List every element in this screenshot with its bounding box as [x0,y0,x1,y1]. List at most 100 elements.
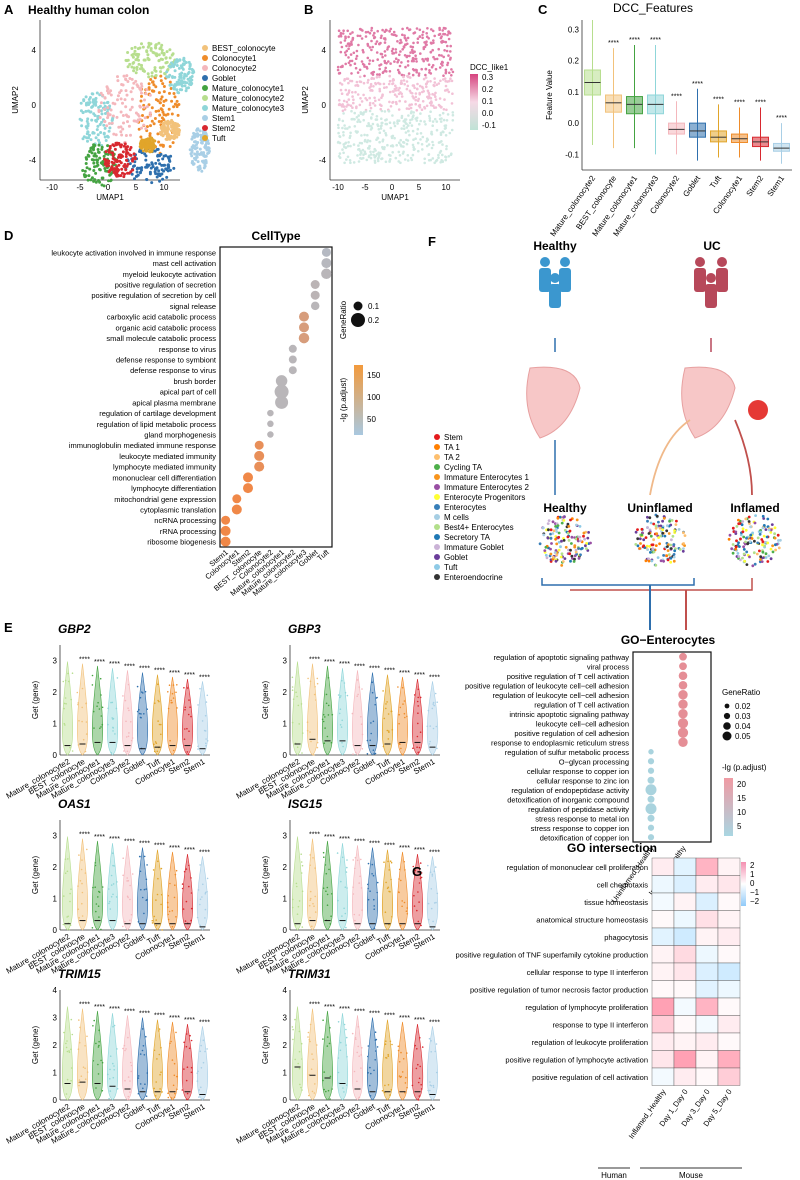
term-label: O−glycan processing [559,757,629,766]
umap-point [429,51,433,54]
jitter-point [291,721,294,724]
umap-point [361,148,365,152]
colorbar-tick: 20 [737,780,746,789]
heat-cell [695,1032,719,1051]
jitter-point [183,738,186,740]
umap-point [173,75,177,79]
umap-point [560,552,564,556]
umap-point [405,87,409,91]
jitter-point [190,919,192,922]
jitter-point [176,707,178,709]
violin [291,661,304,756]
jitter-point [157,683,159,686]
heat-cell [673,1067,697,1086]
significance-label: **** [309,832,320,839]
umap-point [342,29,345,32]
heat-cell [651,892,675,911]
umap-point [187,60,191,64]
jitter-point [343,907,345,910]
umap-point [734,545,738,549]
jitter-point [101,1089,104,1092]
violin [166,676,179,756]
umap-point [423,107,427,110]
umap-point [200,151,203,155]
jitter-point [354,1037,357,1039]
umap-point [135,170,139,174]
jitter-point [146,864,148,866]
umap-point [369,153,373,156]
jitter-point [136,685,139,688]
jitter-point [376,1046,379,1048]
significance-label: **** [199,1019,210,1026]
umap-point [355,116,359,119]
dot [243,483,253,494]
jitter-point [291,906,294,909]
umap-point [152,51,156,55]
jitter-point [78,917,80,919]
umap-point [167,127,170,131]
umap-point [347,47,350,51]
violin [121,670,134,756]
umap-point [145,178,149,181]
umap-point [549,552,553,556]
umap-point [403,82,407,86]
umap-point [433,81,437,84]
significance-label: **** [692,81,703,88]
jitter-point [387,713,390,715]
jitter-point [199,924,201,927]
violin [166,851,179,931]
jitter-point [109,1090,112,1092]
jitter-point [67,672,69,675]
significance-label: **** [154,1013,165,1020]
heat-cell [651,1015,675,1034]
umap-point [173,63,177,66]
umap-point [80,124,84,128]
umap-point [368,109,372,113]
jitter-point [316,677,319,680]
umap-point [654,526,658,530]
colorbar-tick: 10 [737,808,746,817]
violin [151,849,164,931]
jitter-point [322,713,325,716]
jitter-point [352,753,354,755]
jitter-point [352,744,355,746]
jitter-point [170,699,172,702]
jitter-point [153,743,155,746]
term-label: myeloid leukocyte activation [123,270,216,279]
umap-point [657,520,660,524]
umap-point [399,38,402,42]
jitter-point [360,887,363,889]
row-label: positive regulation of tumor necrosis fa… [470,985,648,994]
umap-point [373,36,377,39]
umap-point [427,63,431,66]
umap-point [682,531,685,535]
umap-point [196,160,200,164]
y-tick-label: 3 [53,1014,58,1023]
umap-point [417,74,421,77]
x-axis-label: UMAP1 [381,193,409,202]
umap-point [759,530,763,534]
jitter-point [414,869,417,872]
jitter-point [385,1040,387,1042]
jitter-point [417,920,420,923]
umap-point [125,59,129,63]
umap-point [156,153,160,157]
jitter-point [417,1099,420,1101]
umap-point [638,537,642,541]
umap-point [736,552,740,555]
umap-point [154,161,158,165]
x-tick-label: Stem1 [766,174,787,199]
umap-point [582,531,586,535]
umap-point [376,73,379,76]
jitter-point [204,891,207,894]
umap-point [159,107,163,111]
umap-point [405,55,409,59]
umap-point [124,105,128,109]
jitter-point [323,1088,326,1091]
umap-point [80,118,84,122]
jitter-point [309,854,312,856]
umap-point [378,140,381,144]
legend-label: Colonocyte1 [212,54,257,63]
umap-point [735,539,738,543]
